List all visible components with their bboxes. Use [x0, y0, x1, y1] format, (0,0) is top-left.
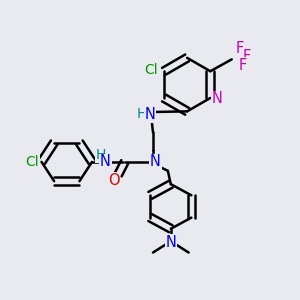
- Text: Cl: Cl: [144, 63, 158, 77]
- Text: H: H: [136, 107, 147, 121]
- Text: N: N: [212, 92, 222, 106]
- Text: F: F: [242, 49, 251, 64]
- Text: H: H: [96, 148, 106, 162]
- Text: F: F: [236, 40, 244, 56]
- Text: F: F: [239, 58, 247, 73]
- Text: N: N: [150, 154, 161, 169]
- Text: N: N: [145, 107, 155, 122]
- Text: N: N: [100, 154, 111, 169]
- Text: N: N: [165, 235, 176, 250]
- Text: Cl: Cl: [25, 155, 39, 169]
- Text: O: O: [108, 172, 120, 188]
